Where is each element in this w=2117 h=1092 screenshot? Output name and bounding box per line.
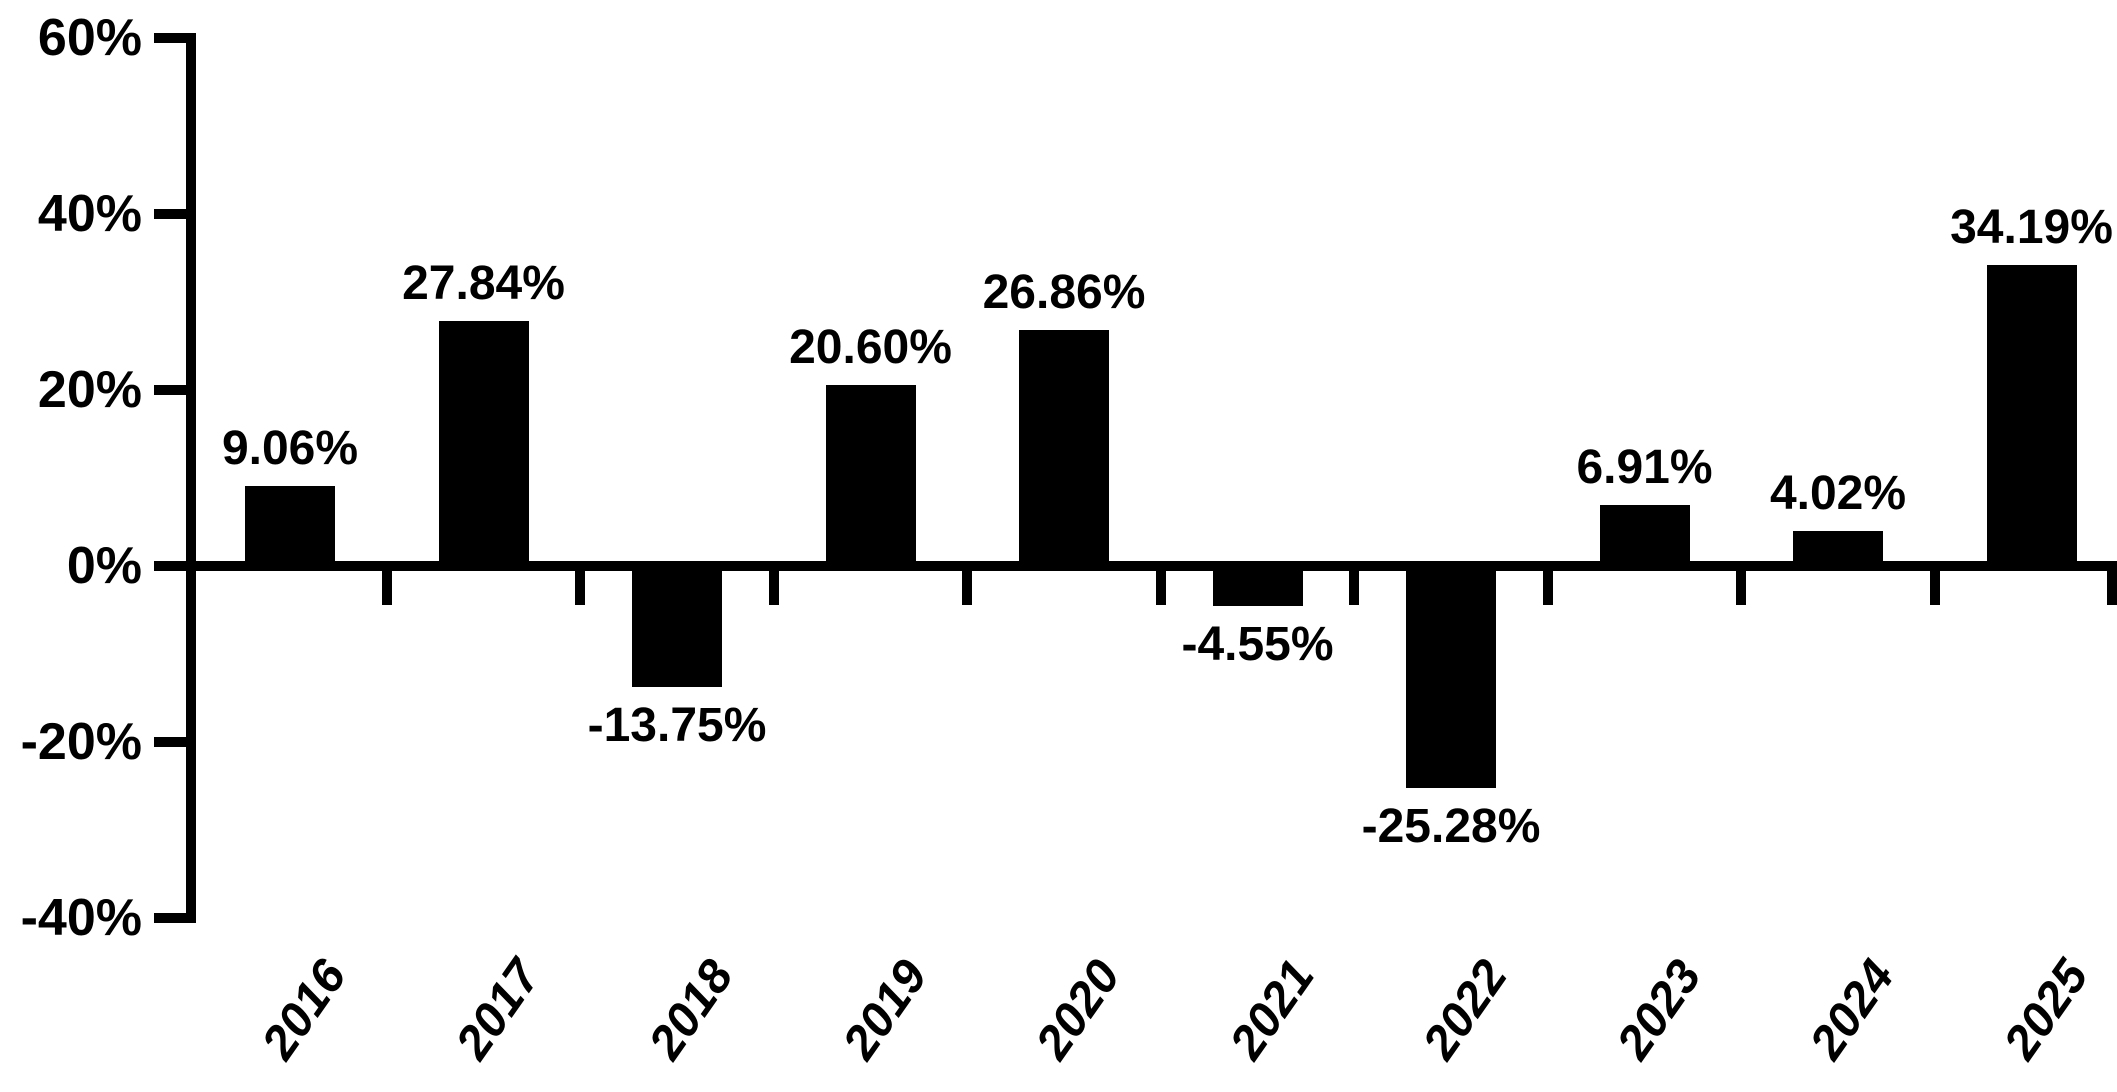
y-tick bbox=[154, 33, 186, 43]
bar-value-label: -4.55% bbox=[1181, 618, 1334, 672]
x-tick bbox=[962, 571, 973, 605]
y-tick bbox=[154, 561, 186, 571]
bar bbox=[245, 486, 335, 566]
y-tick-label: -40% bbox=[20, 889, 142, 947]
bar bbox=[1599, 505, 1690, 566]
bar-value-label: 9.06% bbox=[221, 422, 359, 476]
bar-value-label: 27.84% bbox=[402, 257, 565, 310]
x-tick bbox=[1155, 571, 1166, 605]
y-tick bbox=[154, 209, 186, 219]
bar bbox=[825, 384, 916, 566]
y-tick-label: 60% bbox=[37, 9, 142, 67]
x-tick bbox=[768, 571, 779, 605]
bar bbox=[1406, 566, 1496, 789]
x-category-label: 2022 bbox=[1413, 950, 1518, 1069]
x-tick bbox=[1736, 571, 1747, 605]
bar bbox=[632, 566, 722, 687]
bar bbox=[1019, 329, 1109, 566]
x-tick bbox=[575, 571, 586, 605]
y-tick-label: 20% bbox=[37, 361, 142, 419]
x-category-label: 2019 bbox=[832, 950, 938, 1069]
bar bbox=[438, 321, 529, 566]
y-tick-label: 0% bbox=[66, 537, 142, 595]
x-axis-line bbox=[186, 561, 2117, 571]
y-tick-label: 40% bbox=[37, 185, 142, 243]
y-axis-line bbox=[186, 33, 196, 923]
bar bbox=[1986, 265, 2077, 566]
x-category-label: 2017 bbox=[445, 950, 551, 1069]
bar-value-label: -13.75% bbox=[587, 699, 767, 752]
y-tick bbox=[154, 737, 186, 747]
bar bbox=[1793, 530, 1883, 566]
bar-value-label: 26.86% bbox=[982, 265, 1146, 319]
x-category-label: 2020 bbox=[1026, 950, 1131, 1069]
bar-value-label: 20.60% bbox=[789, 320, 952, 374]
x-category-label: 2024 bbox=[1800, 950, 1905, 1069]
y-tick-label: -20% bbox=[20, 713, 142, 771]
bar bbox=[1212, 566, 1303, 607]
x-category-label: 2023 bbox=[1606, 950, 1712, 1069]
x-tick bbox=[1349, 571, 1360, 605]
y-tick bbox=[154, 913, 186, 923]
x-tick bbox=[1542, 571, 1553, 605]
x-tick bbox=[2107, 571, 2117, 605]
x-tick bbox=[381, 571, 392, 605]
bar-value-label: -25.28% bbox=[1361, 800, 1541, 854]
x-category-label: 2021 bbox=[1219, 950, 1325, 1069]
bar-value-label: 4.02% bbox=[1769, 466, 1907, 520]
bar-value-label: 6.91% bbox=[1576, 441, 1713, 495]
x-category-label: 2025 bbox=[1993, 950, 2099, 1069]
y-tick bbox=[154, 385, 186, 395]
x-category-label: 2016 bbox=[252, 950, 357, 1069]
bar-value-label: 34.19% bbox=[1950, 201, 2113, 255]
x-tick bbox=[1929, 571, 1940, 605]
x-category-label: 2018 bbox=[639, 950, 744, 1069]
